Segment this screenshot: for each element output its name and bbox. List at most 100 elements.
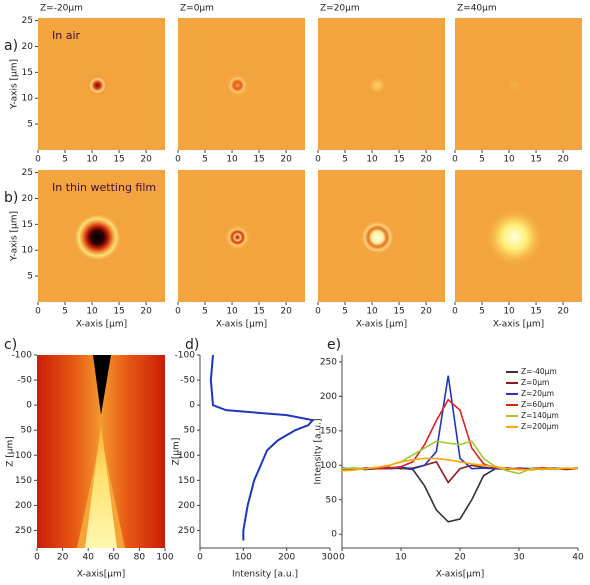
- x-tick-label: 20: [280, 155, 292, 165]
- x-tick-label: 5: [202, 307, 208, 317]
- x-tick-label: 0: [315, 307, 321, 317]
- x-tick-label: 5: [342, 307, 348, 317]
- x-tick-label: 20: [557, 155, 569, 165]
- spot: [226, 74, 249, 97]
- x-tick-label: 0: [197, 553, 203, 563]
- y-tick-label: 15: [22, 68, 33, 78]
- y-tick-label: 250: [320, 357, 337, 367]
- x-tick-label: 10: [366, 307, 378, 317]
- y-tick-label: 200: [178, 501, 195, 511]
- spot: [368, 76, 387, 95]
- annotation: In air: [52, 29, 81, 42]
- x-tick-label: 20: [140, 155, 152, 165]
- x-tick-label: 15: [253, 307, 264, 317]
- y-tick-label: 10: [22, 94, 34, 104]
- spot: [360, 220, 395, 255]
- y-tick-label: 0: [189, 401, 195, 411]
- x-axis-label: X-axis [µm]: [356, 320, 407, 330]
- y-tick-label: 50: [326, 495, 338, 505]
- legend-label: Z=-40µm: [521, 367, 557, 376]
- x-axis-label: X-axis [µm]: [493, 320, 544, 330]
- x-tick-label: 10: [226, 307, 238, 317]
- x-tick-label: 0: [175, 155, 181, 165]
- bright-cone: [85, 425, 117, 548]
- x-tick-label: 0: [35, 307, 41, 317]
- x-tick-label: 300: [321, 553, 338, 563]
- x-tick-label: 20: [57, 553, 69, 563]
- x-tick-label: 0: [175, 307, 181, 317]
- panel-label: c): [4, 337, 17, 353]
- y-tick-label: 10: [22, 246, 34, 256]
- x-tick-label: 10: [86, 307, 98, 317]
- y-tick-label: 20: [22, 194, 34, 204]
- y-tick-label: -50: [180, 376, 195, 386]
- y-tick-label: 100: [320, 461, 337, 471]
- x-tick-label: 0: [315, 155, 321, 165]
- panel-label: b): [4, 190, 18, 206]
- panel-label: e): [327, 337, 341, 353]
- profile-line: [209, 354, 315, 541]
- x-tick-label: 20: [420, 155, 432, 165]
- x-tick-label: 10: [366, 155, 378, 165]
- x-tick-label: 20: [454, 553, 466, 563]
- x-tick-label: 200: [278, 553, 295, 563]
- x-tick-label: 5: [62, 155, 68, 165]
- series-line: [341, 460, 579, 484]
- y-tick-label: 150: [15, 476, 32, 486]
- y-tick-label: 15: [22, 220, 33, 230]
- column-title: Z=40µm: [457, 4, 497, 14]
- x-axis-label: X-axis[µm]: [436, 570, 485, 580]
- x-tick-label: 15: [253, 155, 264, 165]
- y-tick-label: -100: [175, 351, 196, 361]
- x-tick-label: 10: [86, 155, 98, 165]
- panel-label: d): [185, 337, 199, 353]
- x-tick-label: 10: [503, 155, 515, 165]
- y-tick-label: 5: [27, 272, 33, 282]
- x-tick-label: 10: [503, 307, 515, 317]
- y-tick-label: 250: [178, 526, 195, 536]
- y-axis-label: Z[µm]: [172, 438, 182, 466]
- spot: [73, 213, 122, 262]
- y-tick-label: 25: [22, 168, 33, 178]
- x-tick-label: 20: [557, 307, 569, 317]
- y-tick-label: 0: [331, 530, 337, 540]
- x-tick-label: 15: [393, 155, 404, 165]
- y-tick-label: 150: [178, 476, 195, 486]
- y-tick-label: 50: [184, 426, 196, 436]
- x-tick-label: 0: [452, 307, 458, 317]
- y-tick-label: 0: [26, 401, 32, 411]
- y-tick-label: 25: [22, 16, 33, 26]
- x-tick-label: 15: [113, 155, 124, 165]
- legend-label: Z=0µm: [521, 378, 549, 387]
- spot: [484, 207, 545, 268]
- x-tick-label: 100: [156, 553, 173, 563]
- y-tick-label: 50: [21, 426, 33, 436]
- x-tick-label: 20: [140, 307, 152, 317]
- spot: [506, 77, 523, 94]
- x-tick-label: 40: [572, 553, 584, 563]
- x-tick-label: 0: [35, 155, 41, 165]
- x-tick-label: 15: [393, 307, 404, 317]
- x-tick-label: 5: [479, 307, 485, 317]
- x-tick-label: 5: [62, 307, 68, 317]
- y-tick-label: 200: [320, 392, 337, 402]
- x-axis-label: X-axis [µm]: [76, 320, 127, 330]
- spot: [224, 224, 251, 251]
- y-tick-label: 5: [27, 120, 33, 130]
- y-axis-label: Y-axis [µm]: [10, 211, 20, 262]
- dark-cone: [93, 355, 111, 415]
- x-tick-label: 10: [395, 553, 407, 563]
- y-tick-label: 250: [15, 526, 32, 536]
- column-title: Z=0µm: [180, 4, 214, 14]
- x-tick-label: 15: [530, 307, 541, 317]
- column-title: Z=-20µm: [40, 4, 83, 14]
- y-axis-label: Y-axis [µm]: [10, 59, 20, 110]
- y-tick-label: -100: [12, 351, 33, 361]
- series-line: [341, 457, 579, 472]
- x-tick-label: 0: [34, 553, 40, 563]
- legend-label: Z=60µm: [521, 400, 554, 409]
- y-tick-label: 20: [22, 42, 34, 52]
- x-tick-label: 5: [479, 155, 485, 165]
- y-tick-label: 200: [15, 501, 32, 511]
